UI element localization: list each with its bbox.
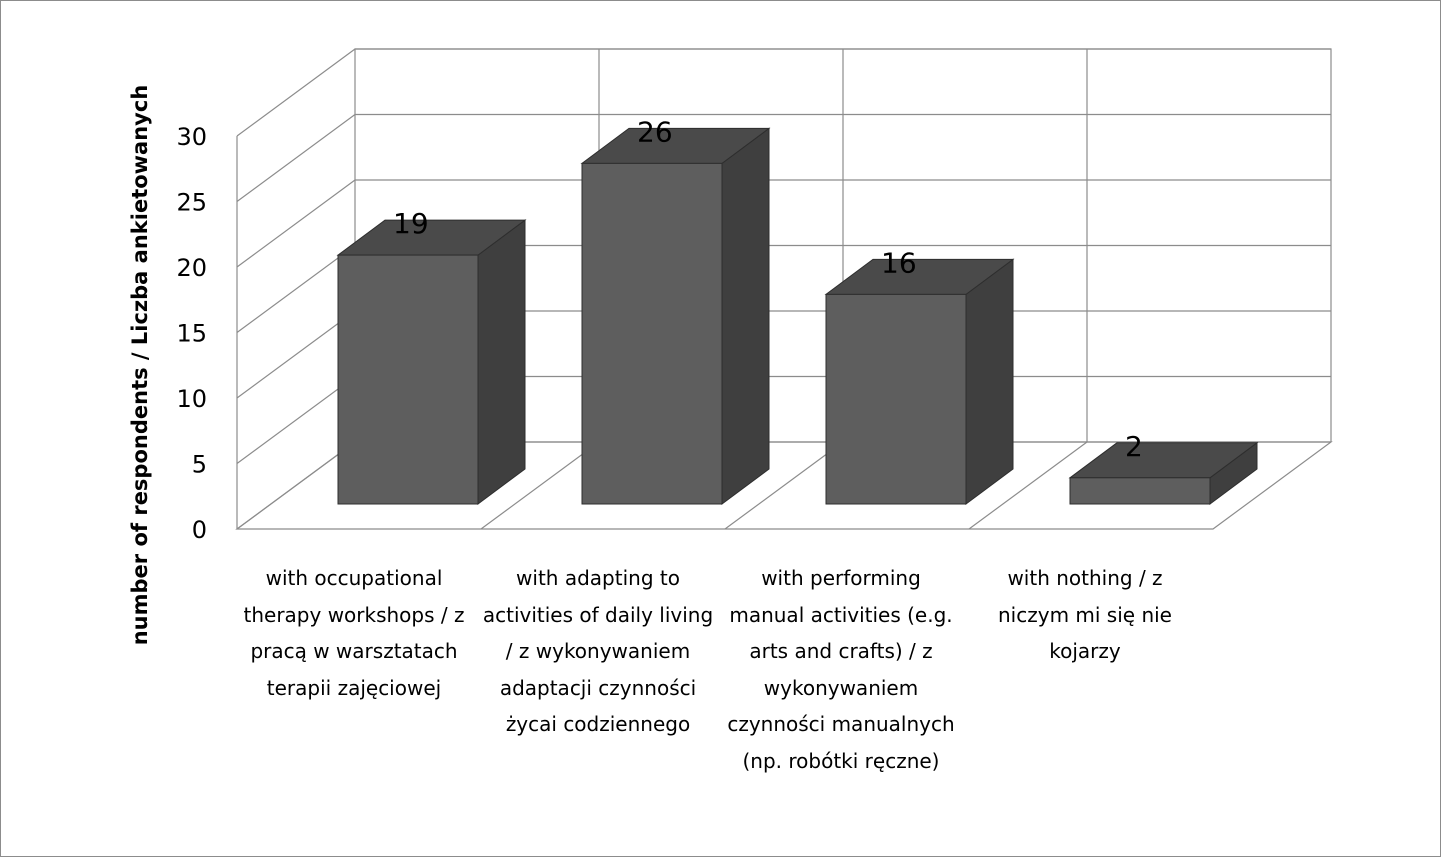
bar-side	[721, 127, 770, 505]
floor-divider	[480, 441, 600, 530]
gridline-side	[236, 376, 356, 464]
data-label: 2	[1125, 430, 1143, 463]
bar	[581, 162, 723, 505]
y-tick-label: 30	[176, 123, 207, 151]
y-tick-label: 20	[176, 254, 207, 282]
floor-divider	[724, 441, 844, 530]
gridline-side	[236, 114, 356, 202]
y-tick-label: 0	[192, 516, 207, 544]
gridline-side	[236, 179, 356, 268]
category-label-2: with adapting to activities of daily liv…	[482, 566, 714, 736]
bar	[1069, 477, 1211, 505]
y-tick-label: 15	[176, 320, 207, 348]
bar	[337, 254, 479, 505]
gridline-side	[236, 245, 356, 333]
bar-side	[477, 219, 526, 505]
gridline-side	[236, 48, 356, 137]
bar	[825, 293, 967, 505]
category-label-4: with nothing / z niczym mi się nie kojar…	[998, 566, 1172, 663]
gridline-side	[236, 441, 356, 530]
y-axis-title: number of respondents / Liczba ankietowa…	[128, 85, 152, 646]
bar-side	[965, 258, 1014, 505]
data-label: 19	[393, 207, 429, 240]
data-label: 16	[881, 246, 917, 279]
floor-divider	[968, 441, 1088, 530]
y-tick-label: 5	[192, 451, 207, 479]
y-tick-label: 10	[176, 385, 207, 413]
category-label-3: with performing manual activities (e.g. …	[727, 566, 955, 773]
category-label-1: with occupational therapy workshops / z …	[243, 566, 465, 700]
data-label: 26	[637, 115, 673, 148]
gridline-side	[236, 310, 356, 399]
y-tick-label: 25	[176, 189, 207, 217]
